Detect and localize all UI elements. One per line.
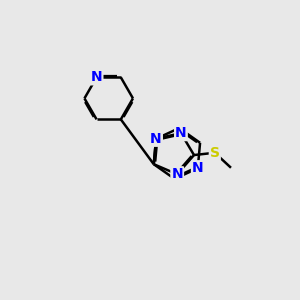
Text: N: N — [192, 161, 204, 175]
Text: N: N — [91, 70, 102, 84]
Text: N: N — [175, 126, 187, 140]
Text: S: S — [210, 146, 220, 160]
Text: N: N — [171, 167, 183, 181]
Text: N: N — [150, 132, 162, 146]
